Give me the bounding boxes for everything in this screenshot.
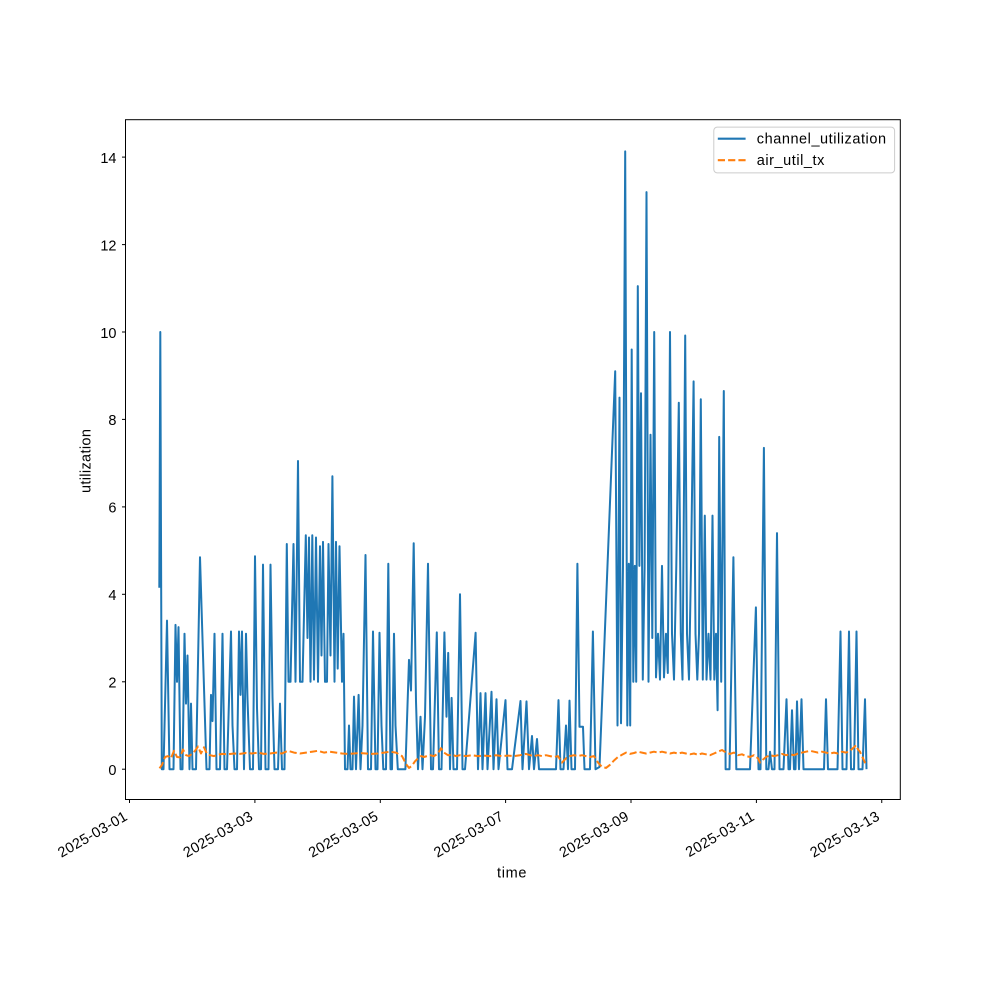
svg-text:8: 8 (108, 413, 116, 429)
svg-text:channel_utilization: channel_utilization (757, 131, 887, 147)
svg-text:12: 12 (100, 238, 116, 254)
svg-text:4: 4 (108, 588, 116, 604)
svg-text:air_util_tx: air_util_tx (757, 153, 825, 169)
svg-text:0: 0 (108, 763, 116, 779)
svg-text:10: 10 (100, 326, 116, 342)
svg-text:time: time (497, 866, 527, 882)
svg-text:2: 2 (108, 676, 116, 692)
svg-text:utilization: utilization (79, 429, 95, 493)
svg-text:14: 14 (100, 151, 116, 167)
svg-text:6: 6 (108, 501, 116, 517)
